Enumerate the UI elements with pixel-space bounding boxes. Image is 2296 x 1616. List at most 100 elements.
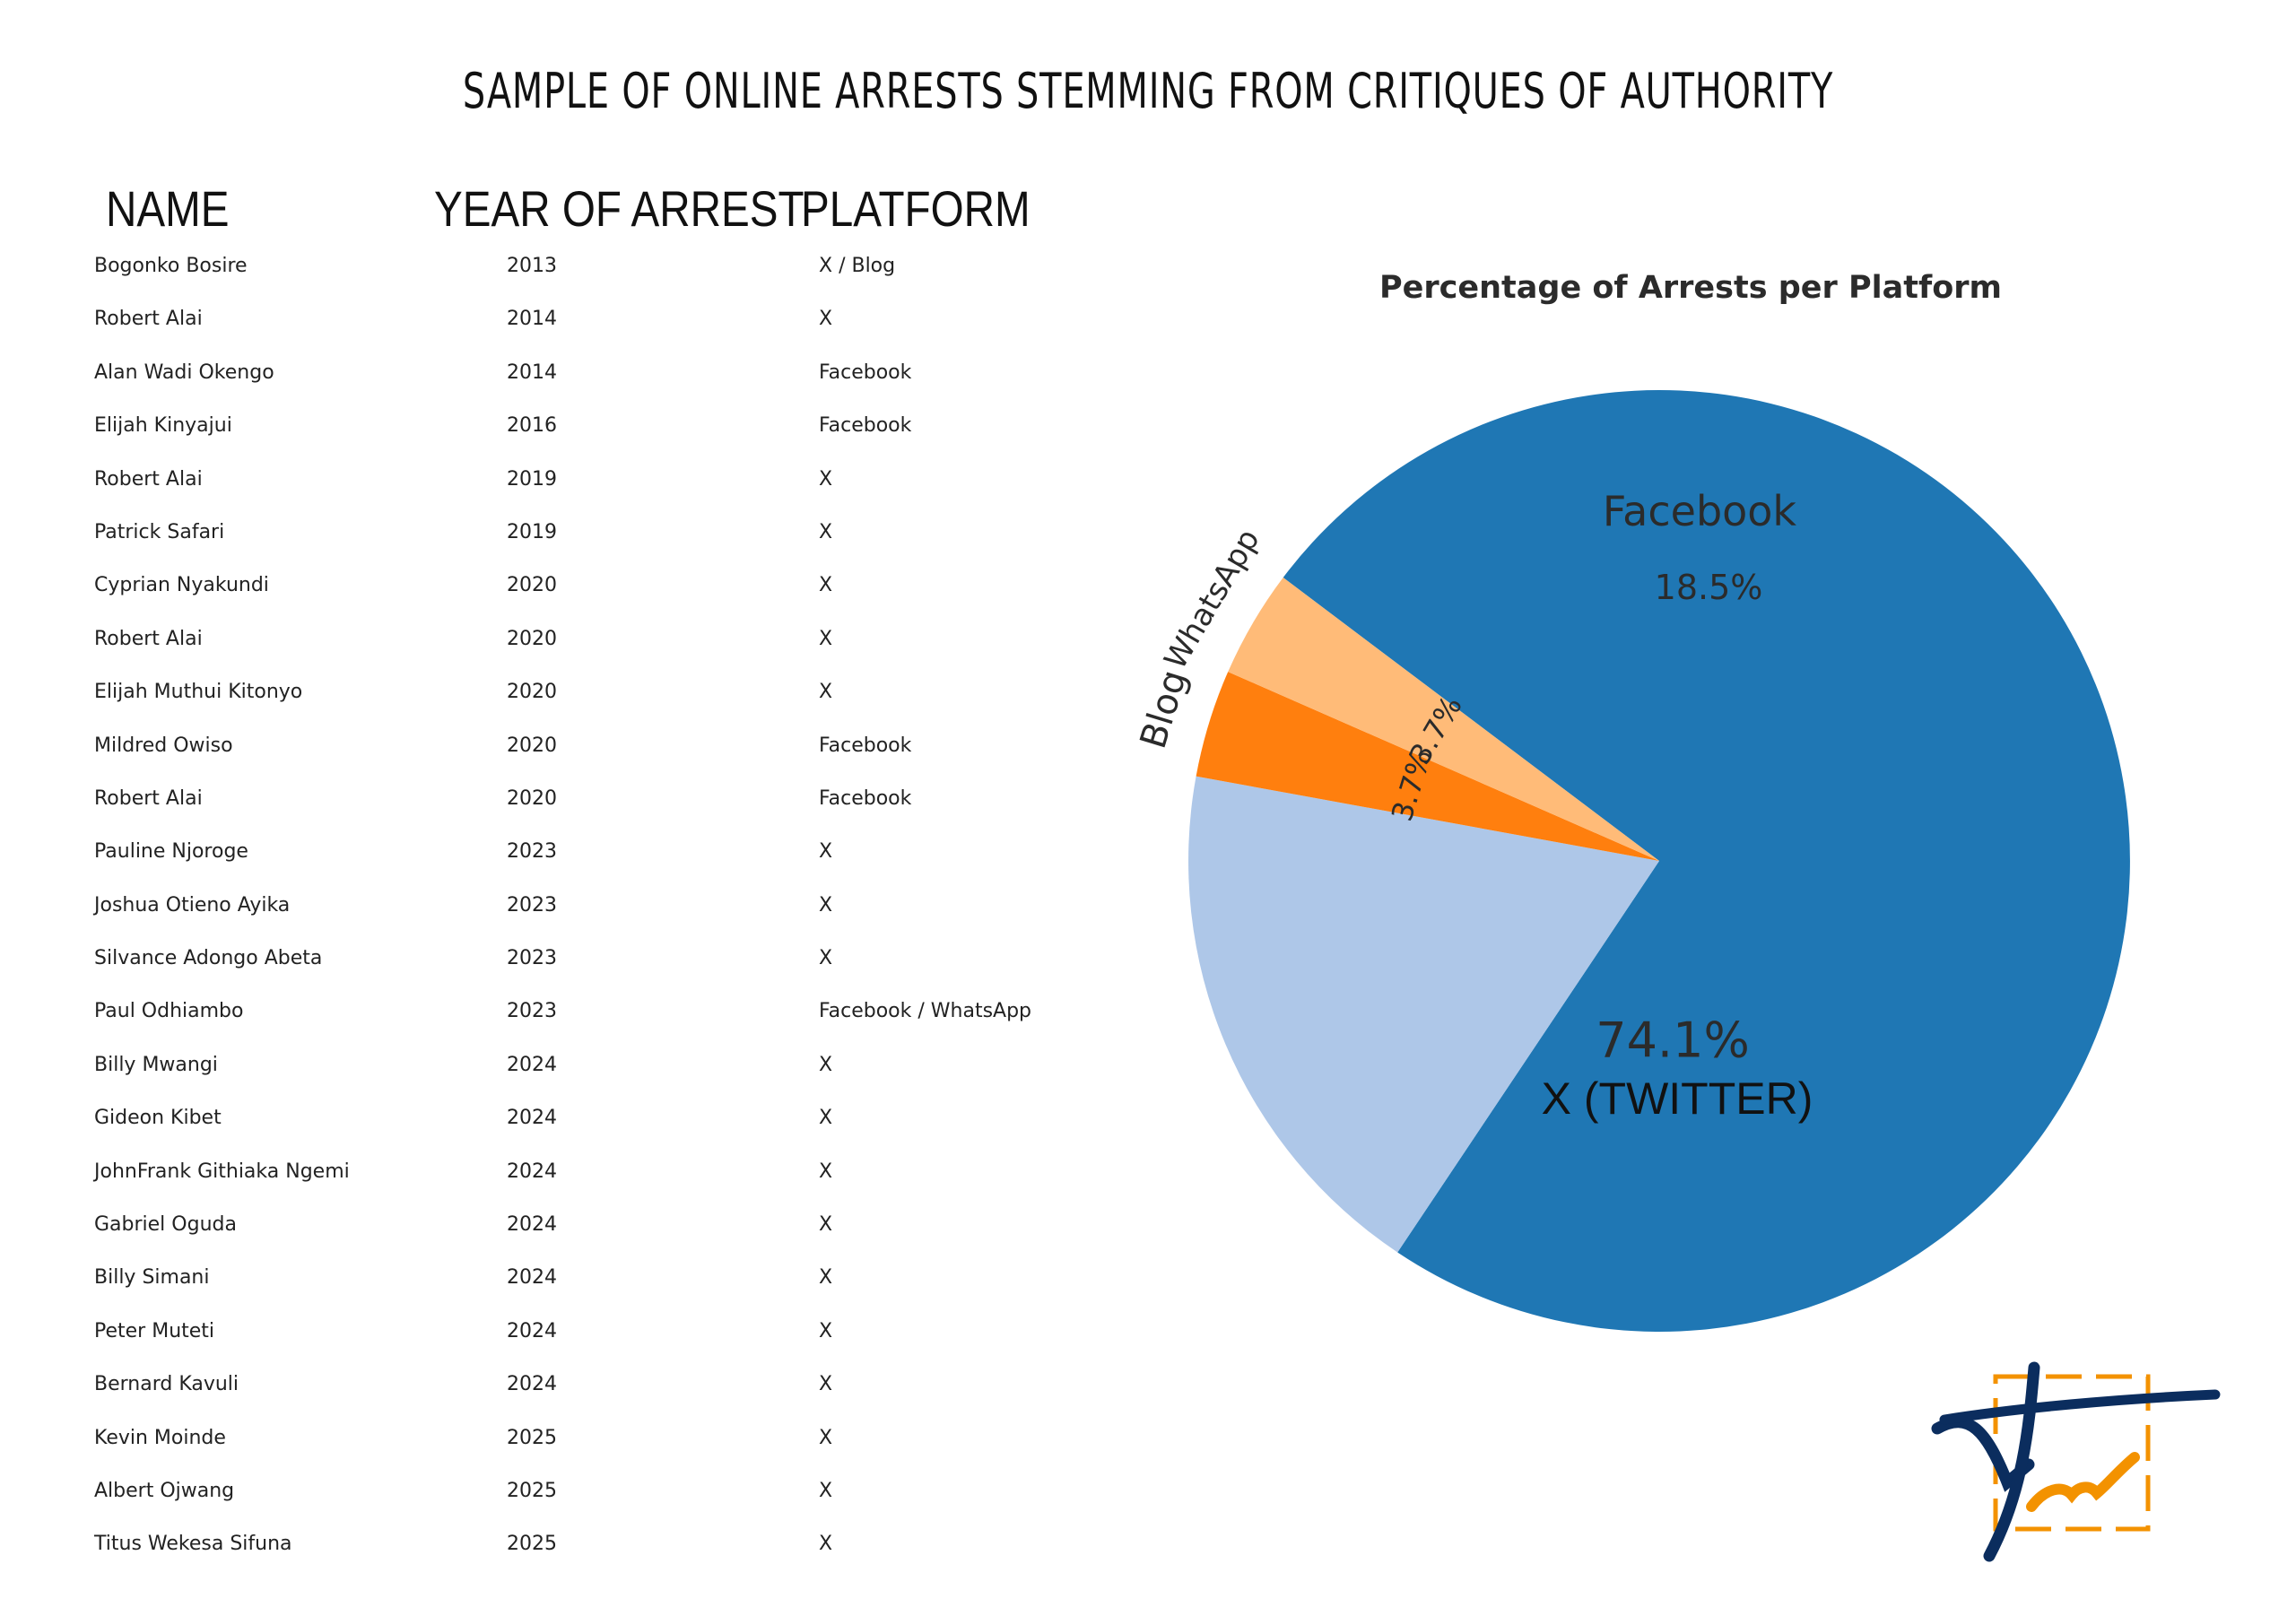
cell-name: Billy Simani: [94, 1266, 210, 1290]
table-row: Pauline Njoroge 2023 X: [0, 830, 1112, 882]
slice-category-label: Facebook: [1603, 487, 1797, 535]
cell-year: 2020: [507, 734, 557, 757]
cell-name: Silvance Adongo Abeta: [94, 947, 323, 970]
cell-name: Robert Alai: [94, 467, 203, 491]
cell-platform: X: [819, 1266, 833, 1290]
cell-name: Titus Wekesa Sifuna: [94, 1533, 292, 1556]
pie-slice-whatsapp: [1228, 578, 1659, 861]
pie-slice-facebook: [1188, 776, 1659, 1253]
cell-platform: X: [819, 840, 833, 864]
table-row: Cyprian Nyakundi 2020 X: [0, 563, 1112, 616]
cell-platform: X: [819, 627, 833, 650]
cell-platform: Facebook: [819, 786, 912, 810]
cell-year: 2024: [507, 1266, 557, 1290]
table-row: Kevin Moinde 2025 X: [0, 1416, 1112, 1469]
cell-year: 2013: [507, 255, 557, 277]
table-row: Bernard Kavuli 2024 X: [0, 1362, 1112, 1415]
cell-year: 2020: [507, 681, 557, 704]
cell-platform: Facebook: [819, 414, 912, 438]
cell-year: 2023: [507, 893, 557, 917]
cell-year: 2023: [507, 947, 557, 970]
cell-name: Joshua Otieno Ayika: [94, 893, 291, 917]
logo-stroke-top: [1939, 1389, 2221, 1425]
cell-platform: Facebook: [819, 734, 912, 757]
cell-name: Patrick Safari: [94, 520, 225, 543]
cell-platform: X: [819, 467, 833, 491]
cell-name: Billy Mwangi: [94, 1053, 218, 1076]
cell-name: JohnFrank Githiaka Ngemi: [94, 1160, 350, 1183]
cell-year: 2014: [507, 361, 557, 384]
cell-name: Bogonko Bosire: [94, 255, 248, 277]
table-row: Joshua Otieno Ayika 2023 X: [0, 883, 1112, 936]
cell-name: Elijah Kinyajui: [94, 414, 232, 438]
cell-platform: Facebook: [819, 361, 912, 384]
cell-platform: X: [819, 1053, 833, 1076]
table-row: Robert Alai 2019 X: [0, 457, 1112, 510]
cell-year: 2024: [507, 1213, 557, 1237]
cell-platform: X: [819, 574, 833, 597]
cell-platform: X: [819, 1373, 833, 1396]
cell-platform: X / Blog: [819, 255, 896, 277]
cell-year: 2023: [507, 1000, 557, 1023]
cell-name: Gideon Kibet: [94, 1107, 222, 1130]
cell-year: 2020: [507, 574, 557, 597]
cell-name: Cyprian Nyakundi: [94, 574, 269, 597]
cell-platform: X: [819, 681, 833, 704]
table-row: Albert Ojwang 2025 X: [0, 1469, 1112, 1522]
table-row: Elijah Muthui Kitonyo 2020 X: [0, 670, 1112, 723]
slice-category-label: X (TWITTER): [1542, 1073, 1813, 1124]
cell-year: 2024: [507, 1160, 557, 1183]
cell-name: Elijah Muthui Kitonyo: [94, 681, 303, 704]
column-header-platform: PLATFORM: [801, 180, 1031, 237]
column-header-year: YEAR OF ARREST: [434, 180, 804, 237]
brand-logo: [1931, 1361, 2221, 1562]
cell-platform: X: [819, 1213, 833, 1237]
cell-name: Kevin Moinde: [94, 1426, 226, 1449]
cell-name: Robert Alai: [94, 627, 203, 650]
slice-value-label: 74.1%: [1596, 1012, 1750, 1069]
cell-year: 2016: [507, 414, 557, 438]
cell-year: 2025: [507, 1533, 557, 1556]
cell-name: Robert Alai: [94, 786, 203, 810]
column-header-name: NAME: [106, 180, 230, 237]
slice-category-label: Blog: [1133, 665, 1196, 753]
pie-slice-blog: [1196, 672, 1659, 861]
cell-year: 2024: [507, 1107, 557, 1130]
cell-platform: Facebook / WhatsApp: [819, 1000, 1032, 1023]
cell-platform: X: [819, 947, 833, 970]
table-row: Patrick Safari 2019 X: [0, 510, 1112, 563]
cell-platform: X: [819, 520, 833, 543]
cell-platform: X: [819, 1479, 833, 1502]
table-row: Bogonko Bosire 2013 X / Blog: [0, 244, 1112, 297]
cell-name: Gabriel Oguda: [94, 1213, 237, 1237]
cell-platform: X: [819, 1160, 833, 1183]
table-row: Titus Wekesa Sifuna 2025 X: [0, 1522, 1112, 1575]
cell-year: 2025: [507, 1479, 557, 1502]
table-row: Peter Muteti 2024 X: [0, 1309, 1112, 1362]
cell-name: Mildred Owiso: [94, 734, 233, 757]
cell-year: 2014: [507, 308, 557, 331]
cell-name: Albert Ojwang: [94, 1479, 235, 1502]
cell-year: 2024: [507, 1319, 557, 1342]
cell-name: Alan Wadi Okengo: [94, 361, 274, 384]
table-row: JohnFrank Githiaka Ngemi 2024 X: [0, 1150, 1112, 1203]
cell-year: 2024: [507, 1053, 557, 1076]
cell-year: 2023: [507, 840, 557, 864]
table-row: Robert Alai 2020 Facebook: [0, 777, 1112, 830]
table-row: Elijah Kinyajui 2016 Facebook: [0, 404, 1112, 456]
cell-platform: X: [819, 893, 833, 917]
table-row: Robert Alai 2014 X: [0, 297, 1112, 350]
cell-name: Pauline Njoroge: [94, 840, 248, 864]
cell-name: Peter Muteti: [94, 1319, 215, 1342]
cell-year: 2019: [507, 520, 557, 543]
table-row: Silvance Adongo Abeta 2023 X: [0, 936, 1112, 989]
cell-year: 2025: [507, 1426, 557, 1449]
cell-platform: X: [819, 308, 833, 331]
cell-platform: X: [819, 1533, 833, 1556]
table-row: Billy Mwangi 2024 X: [0, 1043, 1112, 1096]
page-title: SAMPLE OF ONLINE ARRESTS STEMMING FROM C…: [462, 63, 1834, 119]
table-row: Paul Odhiambo 2023 Facebook / WhatsApp: [0, 989, 1112, 1042]
table-row: Gideon Kibet 2024 X: [0, 1096, 1112, 1149]
cell-year: 2024: [507, 1373, 557, 1396]
logo-stroke-orange: [2026, 1452, 2140, 1512]
